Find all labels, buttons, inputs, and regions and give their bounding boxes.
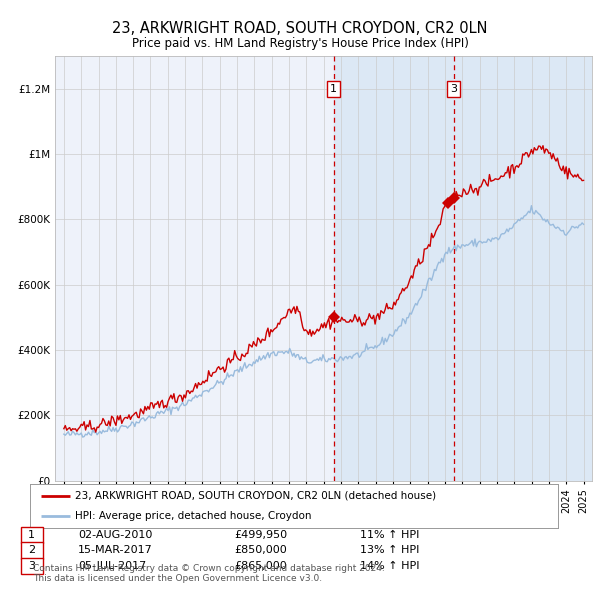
Bar xyxy=(334,56,592,481)
Text: 05-JUL-2017: 05-JUL-2017 xyxy=(78,561,146,571)
Text: 02-AUG-2010: 02-AUG-2010 xyxy=(78,530,152,540)
Text: HPI: Average price, detached house, Croydon: HPI: Average price, detached house, Croy… xyxy=(75,511,311,521)
Text: 3: 3 xyxy=(28,561,35,571)
Text: 13% ↑ HPI: 13% ↑ HPI xyxy=(360,546,419,555)
Text: 15-MAR-2017: 15-MAR-2017 xyxy=(78,546,153,555)
Text: £850,000: £850,000 xyxy=(234,546,287,555)
Text: Contains HM Land Registry data © Crown copyright and database right 2024.
This d: Contains HM Land Registry data © Crown c… xyxy=(33,563,385,583)
Text: 2: 2 xyxy=(28,546,35,555)
Text: 23, ARKWRIGHT ROAD, SOUTH CROYDON, CR2 0LN: 23, ARKWRIGHT ROAD, SOUTH CROYDON, CR2 0… xyxy=(112,21,488,35)
Text: Price paid vs. HM Land Registry's House Price Index (HPI): Price paid vs. HM Land Registry's House … xyxy=(131,37,469,50)
Text: 1: 1 xyxy=(28,530,35,540)
Text: 11% ↑ HPI: 11% ↑ HPI xyxy=(360,530,419,540)
Text: 1: 1 xyxy=(330,84,337,94)
Text: 3: 3 xyxy=(450,84,457,94)
Text: £499,950: £499,950 xyxy=(234,530,287,540)
Text: 23, ARKWRIGHT ROAD, SOUTH CROYDON, CR2 0LN (detached house): 23, ARKWRIGHT ROAD, SOUTH CROYDON, CR2 0… xyxy=(75,491,436,501)
Text: 14% ↑ HPI: 14% ↑ HPI xyxy=(360,561,419,571)
Text: £865,000: £865,000 xyxy=(234,561,287,571)
